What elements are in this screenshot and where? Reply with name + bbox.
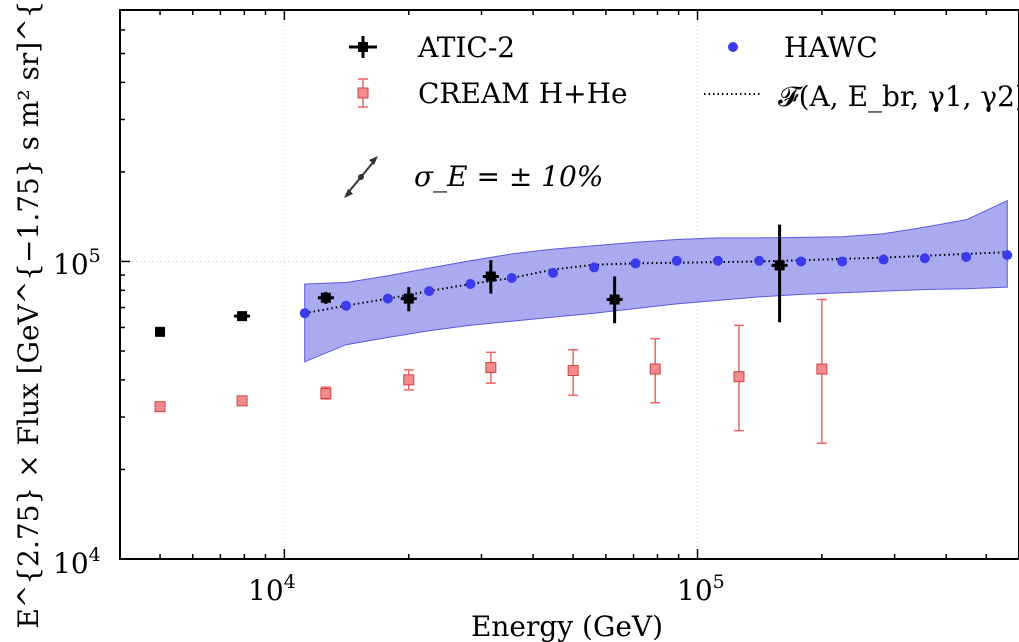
legend-item-atic2: ATIC-2 xyxy=(349,31,515,64)
annotation-arrowhead-down xyxy=(344,189,353,198)
cream-point xyxy=(649,363,661,375)
fit-line xyxy=(304,251,1008,315)
legend-cream-label: CREAM H+He xyxy=(418,77,628,110)
axes-frame xyxy=(119,9,1019,560)
cream-point xyxy=(403,374,415,386)
annotation-arrowhead-up xyxy=(369,156,378,165)
atic2-point xyxy=(237,311,248,322)
hawc-point xyxy=(754,255,765,266)
hawc-point xyxy=(795,256,806,267)
y-tick-label-1e5: 105 xyxy=(53,245,101,281)
y-tick-base: 10 xyxy=(53,547,89,580)
hawc-point xyxy=(548,267,559,278)
energy-uncertainty-annotation: σ_E = ± 10% xyxy=(344,156,603,198)
hawc-point xyxy=(424,286,435,297)
legend-item-cream: CREAM H+He xyxy=(357,77,628,110)
atic2-point xyxy=(485,271,496,282)
hawc-point xyxy=(712,255,723,266)
y-tick-exp: 5 xyxy=(89,245,101,267)
legend: ATIC-2 CREAM H+He HAWC 𝓕(A, E_br, γ1, γ2… xyxy=(349,31,1019,113)
hawc-point xyxy=(919,253,930,264)
legend-hawc-label: HAWC xyxy=(784,31,878,64)
hawc-point xyxy=(1002,250,1013,261)
ticks-layer xyxy=(119,9,1019,560)
annotation-text: σ_E = ± 10% xyxy=(414,160,603,193)
atic2-point xyxy=(774,260,785,271)
atic2-point xyxy=(403,293,414,304)
cream-point xyxy=(154,401,166,413)
hawc-point xyxy=(878,254,889,265)
y-axis-label: E^{2.75} × Flux [GeV^{−1.75} s m² sr]^{−… xyxy=(12,0,45,629)
tick-labels: 104 105 104 105 xyxy=(53,245,725,607)
y-tick-base: 10 xyxy=(53,248,89,281)
x-tick-exp: 4 xyxy=(284,571,296,593)
hawc-band-layer xyxy=(304,199,1008,363)
cream-point xyxy=(567,365,579,377)
hawc-point xyxy=(341,300,352,311)
cream-point xyxy=(733,371,745,383)
marks-layer xyxy=(154,224,1013,444)
x-tick-label-1e4: 104 xyxy=(248,571,296,607)
x-tick-base: 10 xyxy=(248,574,284,607)
hawc-point xyxy=(630,258,641,269)
legend-item-fit: 𝓕(A, E_br, γ1, γ2) xyxy=(704,80,1019,113)
legend-cream-marker xyxy=(357,87,369,99)
legend-fit-label: 𝓕(A, E_br, γ1, γ2) xyxy=(778,80,1019,113)
hawc-point xyxy=(299,308,310,319)
legend-atic2-label: ATIC-2 xyxy=(417,31,515,64)
cream-point xyxy=(485,362,497,374)
hawc-point xyxy=(589,262,600,273)
cream-point xyxy=(816,363,828,375)
hawc-point xyxy=(671,255,682,266)
cream-point xyxy=(236,395,248,407)
atic2-point xyxy=(155,326,166,337)
x-tick-base: 10 xyxy=(677,574,713,607)
legend-hawc-marker xyxy=(728,42,738,52)
hawc-point xyxy=(961,252,972,263)
hawc-point xyxy=(465,278,476,289)
hawc-point xyxy=(506,272,517,283)
hawc-uncertainty-band xyxy=(304,199,1008,363)
annotation-center-dot xyxy=(358,174,364,180)
x-tick-label-1e5: 105 xyxy=(677,571,725,607)
atic2-point xyxy=(320,292,331,303)
hawc-point xyxy=(837,256,848,267)
atic2-point xyxy=(609,294,620,305)
x-tick-exp: 5 xyxy=(713,571,725,593)
hawc-point xyxy=(382,293,393,304)
x-axis-label: Energy (GeV) xyxy=(471,610,663,642)
cream-point xyxy=(320,387,332,399)
legend-atic2-marker xyxy=(358,42,368,52)
y-tick-label-1e4: 104 xyxy=(53,544,101,580)
y-tick-exp: 4 xyxy=(89,544,101,566)
legend-item-hawc: HAWC xyxy=(728,31,878,64)
